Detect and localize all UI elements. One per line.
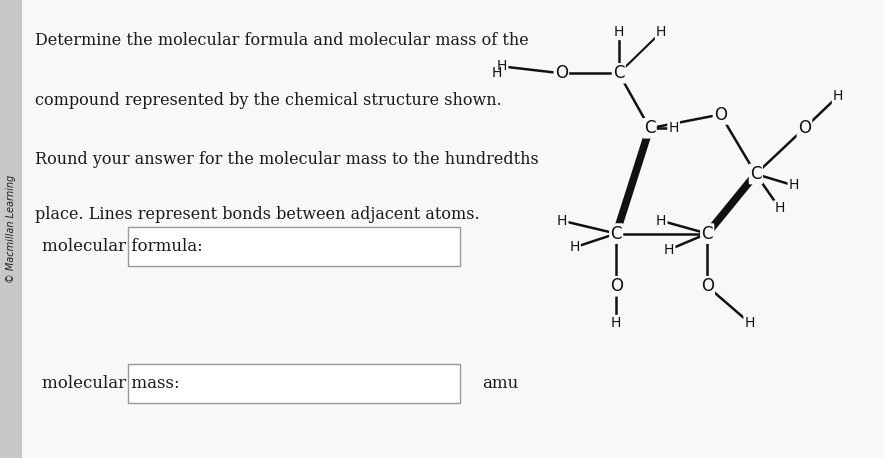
Text: C: C bbox=[701, 224, 713, 243]
Text: C: C bbox=[610, 224, 622, 243]
Text: C: C bbox=[613, 64, 625, 82]
Text: H: H bbox=[557, 214, 568, 228]
Text: C: C bbox=[750, 165, 762, 183]
Text: H: H bbox=[664, 243, 674, 256]
Text: H: H bbox=[744, 316, 755, 330]
FancyBboxPatch shape bbox=[0, 0, 22, 458]
Text: H: H bbox=[497, 60, 507, 73]
Text: H: H bbox=[656, 25, 667, 39]
Text: C: C bbox=[644, 119, 656, 137]
Text: H: H bbox=[611, 316, 621, 330]
Text: O: O bbox=[798, 119, 811, 137]
FancyBboxPatch shape bbox=[128, 227, 460, 266]
Text: O: O bbox=[555, 64, 568, 82]
Text: H: H bbox=[833, 89, 843, 103]
Text: H: H bbox=[668, 121, 679, 135]
Text: molecular mass:: molecular mass: bbox=[42, 375, 180, 392]
Text: H: H bbox=[569, 240, 580, 254]
Text: H: H bbox=[789, 179, 799, 192]
FancyBboxPatch shape bbox=[22, 0, 884, 458]
Text: molecular formula:: molecular formula: bbox=[42, 238, 203, 255]
Text: O: O bbox=[610, 277, 622, 295]
Text: O: O bbox=[701, 277, 713, 295]
Text: place. Lines represent bonds between adjacent atoms.: place. Lines represent bonds between adj… bbox=[35, 206, 480, 223]
Text: H: H bbox=[492, 66, 502, 80]
Text: © Macmillan Learning: © Macmillan Learning bbox=[6, 175, 16, 283]
Text: H: H bbox=[613, 25, 624, 39]
Text: Round your answer for the molecular mass to the hundredths: Round your answer for the molecular mass… bbox=[35, 151, 539, 168]
Text: O: O bbox=[714, 105, 727, 124]
FancyBboxPatch shape bbox=[128, 364, 460, 403]
Text: compound represented by the chemical structure shown.: compound represented by the chemical str… bbox=[35, 92, 502, 109]
Text: H: H bbox=[774, 202, 785, 215]
Text: H: H bbox=[656, 214, 667, 228]
Text: H: H bbox=[656, 25, 667, 39]
Text: amu: amu bbox=[482, 375, 518, 392]
Text: Determine the molecular formula and molecular mass of the: Determine the molecular formula and mole… bbox=[35, 32, 530, 49]
